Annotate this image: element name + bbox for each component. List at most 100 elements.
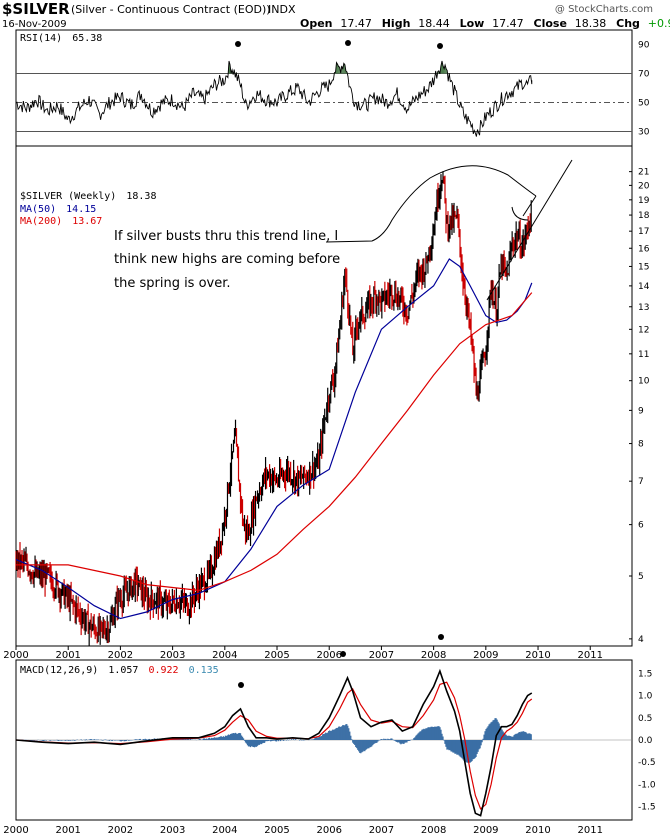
rsi-overbought-fill	[343, 63, 345, 74]
price-legend-ma200-value: 13.67	[72, 216, 102, 227]
price-tick-label: 16	[638, 244, 650, 254]
stockcharts-watermark: @ StockCharts.com	[555, 4, 653, 15]
macd-x-tick-label: 2003	[160, 825, 185, 836]
macd-x-tick-label: 2001	[55, 825, 80, 836]
marker-dot	[438, 634, 444, 640]
macd-legend-macd-value: 1.057	[108, 665, 138, 676]
close-value: 18.38	[575, 17, 607, 30]
macd-x-tick-label: 2006	[316, 825, 341, 836]
price-tick-label: 18	[638, 211, 650, 221]
price-tick-label: 10	[638, 377, 650, 387]
close-label: Close	[534, 17, 567, 30]
price-legend-ma200-name: MA(200)	[20, 216, 62, 227]
price-tick-label: 20	[638, 181, 650, 191]
macd-legend-hist-value: 0.135	[189, 665, 219, 676]
chart-instrument-name: (Silver - Continuous Contract (EOD))	[71, 3, 271, 16]
annotation-text: If silver busts thru this trend line, I …	[114, 229, 340, 291]
price-tick-label: 8	[638, 440, 644, 450]
price-legend-ma50-value: 14.15	[66, 204, 96, 215]
x-tick-label: 2010	[525, 650, 550, 661]
annotation-line-1: If silver busts thru this trend line, I	[114, 229, 338, 244]
price-tick-label: 9	[638, 406, 644, 416]
macd-x-tick-label: 2011	[578, 825, 603, 836]
price-tick-label: 6	[638, 521, 644, 531]
ma50-line	[15, 258, 533, 620]
x-tick-label: 2005	[264, 650, 289, 661]
x-tick-label: 2003	[160, 650, 185, 661]
x-axis-layer: 2000 2001 2002 2003 2004 2005 2006 2007 2008 2009…	[3, 646, 603, 836]
ma200-line	[16, 292, 533, 592]
trend-line	[486, 159, 573, 301]
macd-x-tick-label: 2007	[369, 825, 394, 836]
price-legend-ma200: MA(200) 13.67	[20, 216, 102, 227]
macd-x-tick-label: 2002	[108, 825, 133, 836]
rsi-overbought-fill	[338, 66, 340, 74]
price-layer: 4 5 6 7 8 9 10 11 12 13 14 15 16 17 18 19 20 21	[15, 168, 650, 646]
macd-tick-label: 0.5	[638, 714, 652, 724]
macd-tick-label: 1.0	[638, 692, 653, 702]
price-legend-ma50: MA(50) 14.15	[20, 204, 96, 215]
x-tick-label: 2000	[3, 650, 28, 661]
macd-line	[15, 668, 533, 817]
macd-legend-signal-value: 0.922	[148, 665, 178, 676]
high-value: 18.44	[418, 17, 450, 30]
rsi-overbought-fill	[336, 62, 338, 74]
open-label: Open	[300, 17, 333, 30]
hand-drawn-annotations	[325, 159, 573, 301]
price-tick-label: 14	[638, 282, 650, 292]
x-tick-label: 2002	[108, 650, 133, 661]
x-tick-label: 2007	[369, 650, 394, 661]
marker-dots	[235, 40, 444, 688]
macd-tick-label: -0.5	[638, 758, 656, 768]
macd-tick-label: 1.5	[638, 669, 652, 679]
small-curve-annotation	[511, 206, 529, 221]
annotation-line-3: the spring is over.	[114, 276, 231, 291]
rsi-label: RSI(14) 65.38	[20, 33, 102, 44]
x-tick-label: 2004	[212, 650, 237, 661]
high-label: High	[382, 17, 411, 30]
rsi-tick-label: 70	[638, 70, 650, 80]
price-tick-label: 12	[638, 325, 649, 335]
macd-tick-label: -1.5	[638, 803, 656, 813]
macd-x-tick-label: 2010	[525, 825, 550, 836]
macd-legend: MACD(12,26,9) 1.057 0.922 0.135	[20, 665, 219, 676]
price-tick-label: 19	[638, 196, 650, 206]
macd-x-tick-label: 2009	[473, 825, 498, 836]
macd-x-tick-label: 2005	[264, 825, 289, 836]
price-legend-ma50-name: MA(50)	[20, 204, 56, 215]
macd-legend-name: MACD(12,26,9)	[20, 665, 98, 676]
macd-x-tick-label: 2004	[212, 825, 237, 836]
arc-arrow	[522, 195, 537, 217]
arc-annotation	[325, 165, 537, 243]
macd-tick-label: 0.0	[638, 736, 653, 746]
price-panel-frame	[15, 145, 633, 647]
price-tick-label: 11	[638, 350, 649, 360]
macd-signal-line	[15, 681, 533, 810]
open-value: 17.47	[340, 17, 372, 30]
rsi-label-value: 65.38	[72, 33, 102, 44]
x-tick-label: 2011	[578, 650, 603, 661]
price-tick-label: 17	[638, 227, 649, 237]
x-tick-label: 2009	[473, 650, 498, 661]
macd-x-tick-label: 2008	[421, 825, 446, 836]
marker-dot	[235, 41, 241, 47]
chart-exchange: INDX	[268, 3, 296, 16]
x-tick-label: 2006	[316, 650, 341, 661]
price-tick-label: 7	[638, 477, 644, 487]
rsi-layer: 30 50 70 90	[15, 41, 650, 138]
ohlc-readout: Open 17.47 High 18.44 Low 17.47 Close 18…	[300, 17, 670, 30]
price-legend-silver: $SILVER (Weekly) 18.38	[20, 191, 156, 202]
price-legend-silver-name: $SILVER (Weekly)	[20, 191, 116, 202]
marker-dot	[340, 651, 346, 657]
low-value: 17.47	[492, 17, 524, 30]
marker-dot	[345, 40, 351, 46]
x-tick-label: 2008	[421, 650, 446, 661]
rsi-tick-label: 30	[638, 128, 650, 138]
macd-layer: -1.5 -1.0 -0.5 0.0 0.5 1.0 1.5	[15, 668, 656, 817]
rsi-tick-label: 90	[638, 41, 650, 51]
marker-dot	[238, 682, 244, 688]
rsi-tick-label: 50	[638, 99, 650, 109]
price-tick-label: 15	[638, 262, 649, 272]
chart-date: 16-Nov-2009	[2, 19, 67, 30]
